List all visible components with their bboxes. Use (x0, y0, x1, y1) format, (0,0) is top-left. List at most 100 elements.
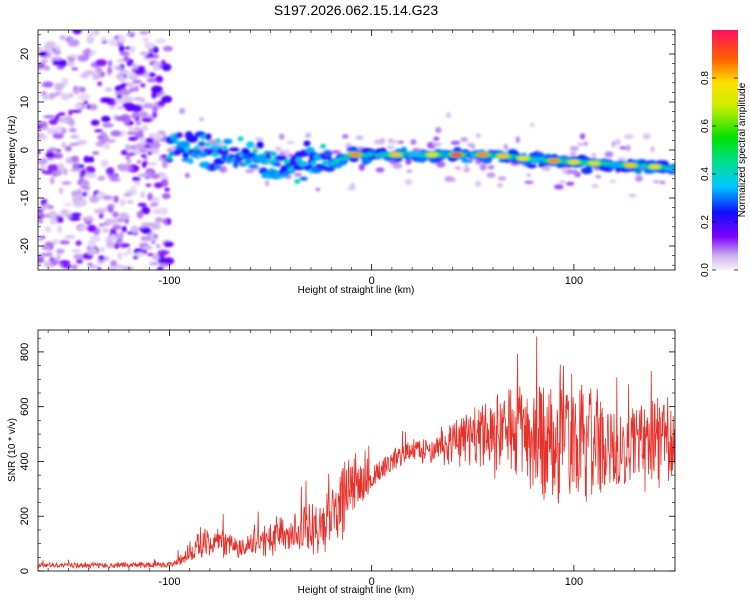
faint-blob (279, 133, 285, 140)
noise-blob (70, 212, 82, 217)
ridge-spot (221, 145, 228, 151)
spectrogram-xtick-label: -100 (158, 275, 180, 287)
spectrogram-ytick-label: 20 (19, 48, 31, 60)
noise-blob (86, 30, 98, 37)
noise-blob (144, 171, 153, 175)
noise-blob (126, 158, 132, 164)
ridge-spot (166, 154, 173, 160)
noise-blob (38, 158, 48, 165)
noise-blob (70, 109, 82, 113)
noise-blob (70, 134, 80, 139)
noise-blob (151, 106, 159, 113)
noise-blob (104, 87, 113, 92)
noise-blob (148, 49, 154, 53)
faint-blob (436, 161, 446, 168)
noise-blob (145, 183, 152, 187)
faint-blob (625, 144, 631, 152)
faint-blob (635, 175, 643, 182)
noise-blob (162, 193, 171, 200)
noise-blob (52, 238, 59, 246)
spectrogram-ylabel: Frequency (Hz) (7, 116, 18, 185)
faint-blob (358, 163, 365, 171)
spectrogram-ytick-label: 10 (19, 96, 31, 108)
ridge-spot (310, 160, 317, 166)
noise-blob (128, 126, 136, 132)
ridge-spot (252, 148, 259, 154)
ridge-spot (200, 135, 207, 141)
noise-blob (80, 169, 87, 177)
ridge-blob (280, 165, 289, 171)
noise-blob (157, 101, 166, 107)
colorbar-gradient (712, 30, 738, 270)
noise-blob (40, 252, 53, 257)
faint-blob (569, 151, 577, 156)
noise-blob (66, 61, 75, 67)
ridge-spot (215, 138, 221, 144)
noise-blob (80, 185, 91, 190)
noise-blob (84, 219, 92, 225)
noise-blob (109, 234, 118, 240)
ridge-blob (535, 151, 545, 159)
noise-blob (130, 225, 139, 233)
noise-blob (64, 145, 72, 152)
noise-blob (155, 75, 164, 83)
noise-blob (68, 54, 79, 58)
ridge-blob (303, 140, 311, 147)
faint-blob (432, 142, 442, 147)
noise-blob (131, 63, 139, 68)
noise-blob (71, 67, 79, 71)
ridge-blob (245, 158, 253, 165)
faint-blob (642, 133, 651, 140)
noise-blob (74, 89, 79, 95)
snr-ytick-label: 800 (19, 343, 31, 361)
noise-blob (38, 121, 48, 126)
faint-blob (497, 183, 503, 188)
faint-blob (445, 112, 452, 119)
ridge-blob (256, 141, 264, 149)
colorbar-label: Normalized spectral amplitude (737, 82, 748, 217)
noise-blob (151, 132, 164, 140)
noise-blob (102, 122, 114, 128)
noise-blob (128, 136, 139, 141)
spectrogram-frame (37, 29, 676, 271)
ridge-blob (186, 135, 199, 143)
noise-blob (48, 119, 59, 125)
ridge-spot (321, 160, 328, 166)
noise-blob (162, 45, 173, 52)
noise-blob (87, 240, 96, 248)
noise-blob (100, 246, 105, 253)
noise-blob (161, 160, 168, 169)
noise-blob (55, 126, 63, 134)
noise-blob (116, 106, 124, 110)
noise-blob (77, 54, 89, 62)
noise-blob (154, 217, 164, 223)
ridge-blob (248, 164, 259, 169)
noise-blob (97, 135, 104, 140)
noise-blob (134, 180, 141, 186)
faint-blob (410, 139, 417, 145)
noise-blob (158, 156, 163, 161)
faint-blob (524, 180, 534, 184)
noise-blob (116, 94, 122, 100)
noise-blob (102, 227, 110, 233)
noise-blob (49, 177, 55, 185)
noise-blob (119, 243, 131, 248)
snr-frame (37, 329, 676, 572)
faint-blob (284, 149, 290, 157)
noise-blob (155, 243, 161, 249)
ridge-blob (274, 161, 281, 167)
noise-blob (98, 255, 105, 261)
ridge-blob (258, 167, 268, 175)
faint-blob (404, 179, 413, 186)
noise-blob (50, 220, 55, 225)
noise-blob (67, 39, 80, 47)
faint-blob (179, 107, 186, 115)
snr-ytick-label: 0 (19, 568, 31, 574)
faint-blob (583, 141, 589, 146)
noise-blob (76, 258, 83, 264)
noise-blob (116, 58, 126, 63)
noise-blob (118, 44, 125, 53)
noise-blob (80, 87, 86, 93)
ridge-blob (214, 165, 222, 170)
chart-title: S197.2026.062.15.14.G23 (274, 2, 438, 18)
